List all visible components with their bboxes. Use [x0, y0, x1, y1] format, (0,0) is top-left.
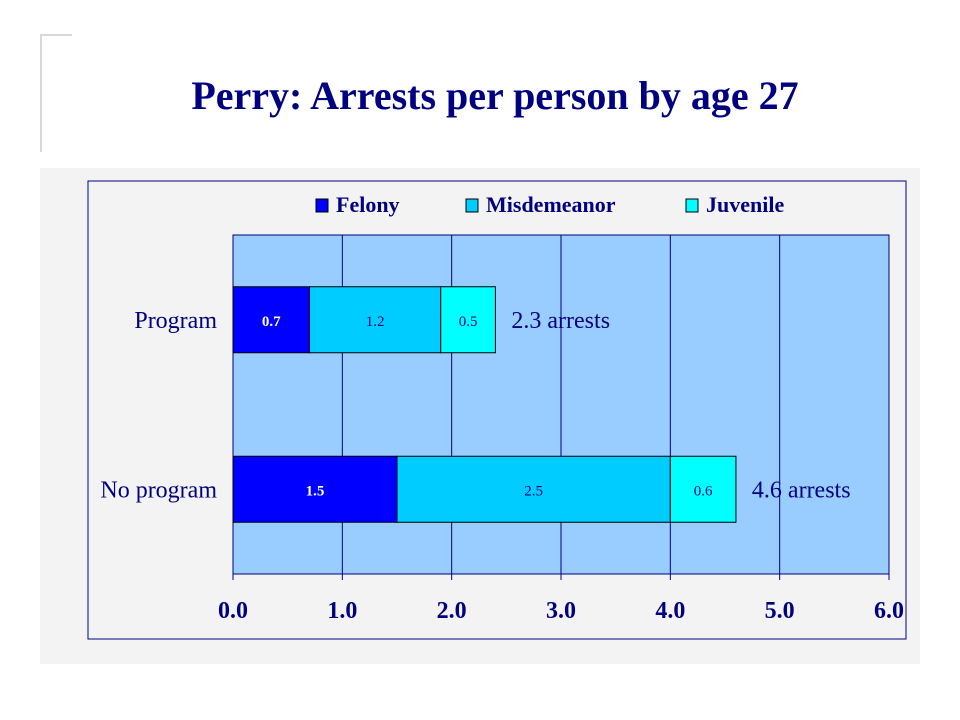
x-tick-label: 6.0: [874, 598, 904, 624]
title-left-bar: [40, 34, 42, 152]
legend-swatch-juvenile: [685, 198, 699, 213]
bar-value-label: 0.7: [262, 314, 281, 330]
legend-swatch-felony: [315, 198, 329, 213]
total-label: 4.6 arrests: [752, 477, 851, 503]
bars: Program 0.7 1.2 0.5 2.3 arrests No program 1.5…: [100, 286, 851, 523]
legend-label: Juvenile: [706, 192, 784, 217]
category-label: No program: [100, 477, 217, 503]
x-tick-label: 4.0: [655, 598, 685, 624]
category-label: Program: [134, 308, 217, 334]
legend-label: Felony: [336, 192, 400, 217]
x-tick-label: 5.0: [765, 598, 795, 624]
x-tick-label: 3.0: [546, 598, 576, 624]
x-tick-label: 1.0: [327, 598, 357, 624]
bar-misdemeanor-0: [309, 286, 442, 354]
legend-swatch-misdemeanor: [465, 198, 479, 213]
bar-value-label: 2.5: [524, 483, 543, 499]
chart-area-border: [87, 180, 907, 640]
title-top-bar: [40, 34, 72, 36]
x-tick-label: 2.0: [437, 598, 467, 624]
bar-juvenile-0: [440, 286, 496, 354]
bar-felony-1: [232, 455, 398, 523]
bar-juvenile-1: [669, 455, 737, 523]
page-title: Perry: Arrests per person by age 27: [191, 73, 799, 118]
legend-label: Misdemeanor: [486, 192, 616, 217]
bar-value-label: 1.2: [366, 314, 385, 330]
bar-value-label: 0.5: [459, 314, 478, 330]
legend: Felony Misdemeanor Juvenile: [315, 192, 784, 217]
bar-misdemeanor-1: [396, 455, 671, 523]
bar-value-label: 0.6: [694, 483, 713, 499]
x-axis: 0.0 1.0 2.0 3.0 4.0 5.0 6.0: [218, 574, 904, 624]
total-label: 2.3 arrests: [511, 308, 610, 334]
bar-felony-0: [232, 286, 311, 354]
bar-value-label: 1.5: [306, 483, 325, 499]
x-tick-label: 0.0: [218, 598, 248, 624]
